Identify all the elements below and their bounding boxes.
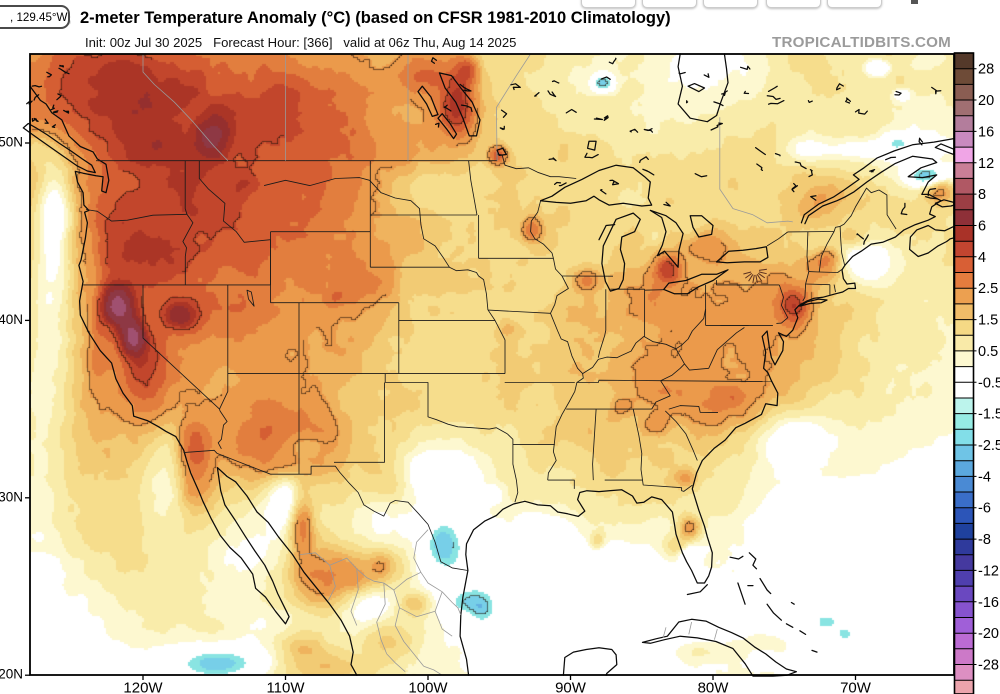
svg-text:1.5: 1.5	[978, 313, 998, 329]
svg-text:80W: 80W	[698, 680, 730, 694]
svg-text:0.5: 0.5	[978, 344, 998, 360]
svg-text:-0.5: -0.5	[978, 375, 1000, 391]
svg-text:20N: 20N	[0, 667, 23, 682]
svg-text:16: 16	[978, 124, 994, 140]
svg-text:-12: -12	[978, 563, 999, 579]
svg-text:12: 12	[978, 156, 994, 172]
svg-text:8: 8	[978, 187, 986, 203]
svg-text:-20: -20	[978, 626, 999, 642]
svg-text:30N: 30N	[0, 489, 23, 504]
svg-text:20: 20	[978, 93, 994, 109]
svg-text:110W: 110W	[266, 680, 305, 694]
svg-text:90W: 90W	[555, 680, 587, 694]
svg-text:6: 6	[978, 219, 986, 235]
svg-text:100W: 100W	[408, 680, 448, 694]
svg-text:28: 28	[978, 62, 994, 78]
svg-text:-8: -8	[978, 532, 991, 548]
svg-text:-1.5: -1.5	[978, 407, 1000, 423]
svg-text:2.5: 2.5	[978, 281, 998, 297]
svg-text:-2.5: -2.5	[978, 438, 1000, 454]
svg-text:120W: 120W	[123, 680, 163, 694]
svg-text:-28: -28	[978, 658, 999, 674]
svg-text:-4: -4	[978, 469, 991, 485]
svg-text:-6: -6	[978, 501, 991, 517]
svg-text:40N: 40N	[0, 312, 23, 327]
svg-text:-16: -16	[978, 595, 999, 611]
svg-text:50N: 50N	[0, 135, 23, 150]
svg-text:70W: 70W	[840, 680, 872, 694]
svg-text:4: 4	[978, 250, 986, 266]
